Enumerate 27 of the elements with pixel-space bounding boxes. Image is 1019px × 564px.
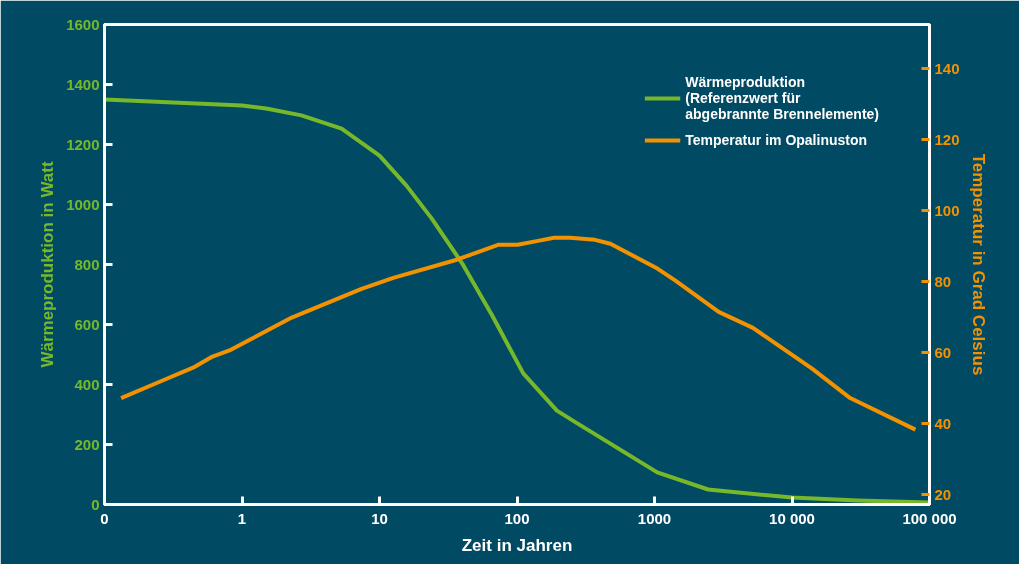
y2-tick-label: 100 [934, 201, 960, 219]
y2-tick-label: 80 [934, 272, 952, 290]
y-tick-label: 1000 [66, 195, 100, 213]
x-tick-label: 10 000 [769, 509, 815, 527]
x-axis-title: Zeit in Jahren [461, 535, 573, 555]
x-tick-label: 10 [371, 509, 388, 527]
y2-axis-title: Temperatur in Grad Celsius [968, 153, 988, 376]
y-tick-label: 1200 [66, 135, 100, 153]
y2-tick-label: 140 [934, 59, 960, 77]
y-tick-label: 200 [74, 435, 100, 453]
y-tick-label: 800 [74, 255, 100, 273]
x-tick-label: 100 [504, 509, 530, 527]
legend-label: Wärmeproduktion (Referenzwert für abgebrannte Brennelemente) [685, 74, 879, 122]
legend-label: Temperatur im Opalinuston [685, 132, 868, 148]
x-tick-label: 1 [237, 509, 247, 527]
x-tick-label: 100 000 [902, 509, 957, 527]
y-tick-label: 400 [74, 375, 100, 393]
y2-tick-label: 20 [934, 485, 952, 503]
y-axis-title: Wärmeproduktion in Watt [38, 161, 58, 368]
y2-tick-label: 60 [934, 343, 952, 361]
y-tick-label: 0 [91, 495, 100, 513]
y-tick-label: 600 [74, 315, 100, 333]
y2-tick-label: 120 [934, 130, 960, 148]
y2-tick-label: 40 [934, 414, 952, 432]
y-tick-label: 1400 [66, 75, 100, 93]
x-tick-label: 1000 [637, 509, 672, 527]
y-tick-label: 1600 [66, 15, 100, 33]
